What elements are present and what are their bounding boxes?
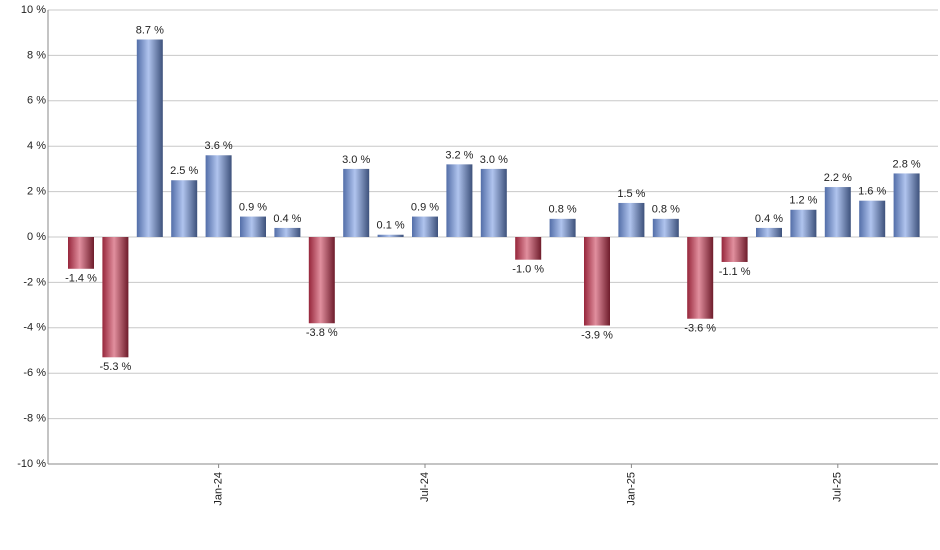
y-tick-label: 8 % — [27, 49, 46, 61]
bar — [721, 237, 748, 262]
data-label: 1.6 % — [858, 186, 886, 198]
data-label: 3.6 % — [205, 140, 233, 152]
bar — [377, 234, 404, 237]
bar — [136, 39, 163, 238]
x-tick-label: Jan-25 — [625, 472, 637, 506]
data-label: 0.4 % — [273, 213, 301, 225]
bar — [274, 227, 301, 237]
bar — [824, 187, 851, 237]
data-label: -3.6 % — [684, 323, 716, 335]
data-label: 3.2 % — [445, 149, 473, 161]
data-label: 2.5 % — [170, 165, 198, 177]
bar — [171, 180, 198, 237]
y-tick-label: -10 % — [17, 458, 46, 470]
y-tick-label: 10 % — [21, 4, 46, 16]
bar — [515, 237, 542, 260]
bar — [308, 237, 335, 324]
bar — [893, 173, 920, 237]
y-tick-label: 4 % — [27, 140, 46, 152]
bar — [446, 164, 473, 237]
data-label: 1.5 % — [617, 188, 645, 200]
bar — [412, 216, 438, 237]
y-tick-label: -2 % — [23, 276, 46, 288]
data-label: -5.3 % — [100, 361, 132, 373]
x-tick-label: Jul-24 — [419, 472, 431, 502]
bar — [584, 237, 610, 326]
data-label: -1.0 % — [512, 264, 544, 276]
bar — [240, 216, 266, 237]
bar — [790, 209, 817, 237]
data-label: -1.1 % — [719, 266, 751, 278]
bar — [68, 237, 94, 269]
y-tick-label: 0 % — [27, 231, 46, 243]
data-label: 1.2 % — [789, 195, 817, 207]
data-label: 0.9 % — [411, 201, 439, 213]
data-label: -3.9 % — [581, 329, 613, 341]
bar — [549, 218, 576, 237]
data-label: 3.0 % — [480, 154, 508, 166]
data-label: 2.8 % — [893, 158, 921, 170]
bar — [652, 218, 679, 237]
data-label: 0.9 % — [239, 201, 267, 213]
data-label: 0.4 % — [755, 213, 783, 225]
x-tick-label: Jul-25 — [832, 472, 844, 502]
data-label: -1.4 % — [65, 273, 97, 285]
y-tick-label: 6 % — [27, 95, 46, 107]
data-label: 0.8 % — [652, 204, 680, 216]
data-label: -3.8 % — [306, 327, 338, 339]
y-tick-label: -8 % — [23, 413, 46, 425]
y-tick-label: -6 % — [23, 367, 46, 379]
data-label: 2.2 % — [824, 172, 852, 184]
y-tick-label: -4 % — [23, 322, 46, 334]
y-tick-label: 2 % — [27, 186, 46, 198]
x-tick-label: Jan-24 — [213, 472, 225, 506]
bar — [102, 237, 129, 358]
data-label: 8.7 % — [136, 24, 164, 36]
bar — [756, 227, 782, 237]
bar — [618, 202, 645, 237]
bar — [859, 200, 886, 237]
bar — [205, 155, 232, 237]
bar — [343, 168, 370, 237]
bar — [687, 237, 714, 319]
bar — [480, 168, 507, 237]
data-label: 0.1 % — [377, 220, 405, 232]
data-label: 0.8 % — [549, 204, 577, 216]
data-label: 3.0 % — [342, 154, 370, 166]
